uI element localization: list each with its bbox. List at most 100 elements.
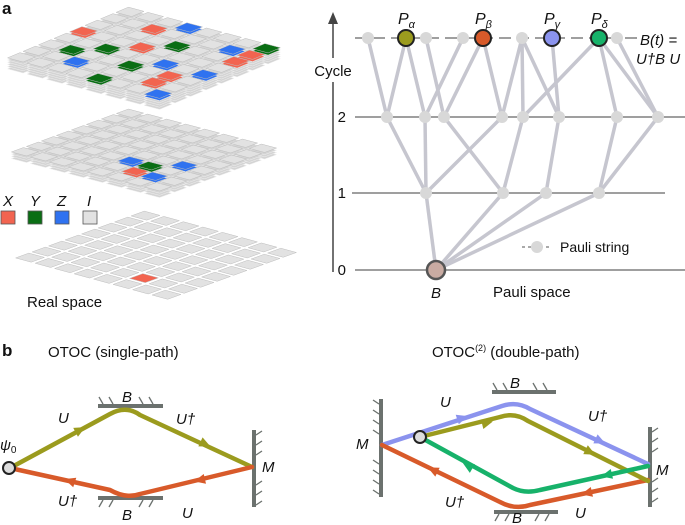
mirror-hatch xyxy=(372,459,380,465)
u-label-bottom: U xyxy=(182,505,193,522)
edge xyxy=(424,192,438,271)
tile xyxy=(142,35,173,46)
tile xyxy=(53,32,83,43)
real-space-layers xyxy=(6,6,298,300)
mirror-hatch xyxy=(494,513,500,522)
mirror-hatch xyxy=(651,447,659,453)
edge xyxy=(442,37,485,118)
tile xyxy=(80,61,111,72)
edge xyxy=(597,36,660,119)
tile xyxy=(166,52,196,63)
highlight-label-main: P xyxy=(591,11,602,28)
tile xyxy=(133,222,164,232)
tile xyxy=(181,266,212,277)
tile xyxy=(191,128,221,138)
edge xyxy=(423,116,428,194)
tile xyxy=(100,66,130,77)
highlight-label-main: P xyxy=(544,11,555,28)
tile xyxy=(106,256,137,267)
tile xyxy=(99,13,130,24)
tile xyxy=(232,38,262,48)
tile xyxy=(158,29,188,39)
mirror-hatch xyxy=(255,480,263,486)
tile xyxy=(162,40,192,51)
tile xyxy=(122,250,154,261)
tile xyxy=(63,151,93,161)
tile xyxy=(97,151,127,161)
tile xyxy=(70,125,100,135)
edge xyxy=(423,37,465,118)
mirror-hatch xyxy=(255,450,263,456)
highlight-label-sub: γ xyxy=(555,19,562,31)
tile xyxy=(130,210,161,221)
edge xyxy=(520,37,561,118)
tile xyxy=(250,253,281,264)
legend-i-label: I xyxy=(87,193,91,210)
pauli-string-node xyxy=(457,32,469,44)
pauli-string-node xyxy=(652,111,664,123)
tile xyxy=(115,6,145,17)
bt-label-line1: B(t) = xyxy=(640,32,677,49)
edge xyxy=(521,36,601,119)
tile xyxy=(96,55,126,65)
tile xyxy=(131,150,161,160)
tile xyxy=(146,145,176,155)
edge xyxy=(615,37,660,118)
mirror-hatch xyxy=(651,487,659,493)
tick-label: 0 xyxy=(338,262,346,279)
tile xyxy=(184,277,215,288)
panel-b-label: b xyxy=(2,341,12,360)
tile xyxy=(80,228,112,239)
legend-swatch-x xyxy=(0,210,16,225)
tile xyxy=(47,240,79,251)
tile xyxy=(89,130,119,140)
tile xyxy=(218,154,248,164)
mirror-hatch xyxy=(108,499,114,508)
udag-label: U† xyxy=(176,411,196,428)
axis-label: Cycle xyxy=(314,63,352,80)
tile xyxy=(170,64,200,74)
pauli-space-label: Pauli space xyxy=(493,284,571,301)
pauli-string-node xyxy=(420,32,432,44)
arrow-icon xyxy=(194,474,206,484)
legend-swatch-z xyxy=(54,210,70,225)
tile xyxy=(85,119,115,129)
b-bottom-label: B xyxy=(512,510,522,525)
psi-label: ψ0 xyxy=(0,437,17,456)
m-right-label: M xyxy=(656,462,669,479)
tile xyxy=(150,58,181,69)
tile xyxy=(119,18,149,29)
double-path-title-main: OTOC xyxy=(432,344,475,361)
tile xyxy=(138,124,168,134)
tile xyxy=(194,249,226,259)
tile xyxy=(161,139,191,149)
olive-path xyxy=(417,412,651,484)
tile xyxy=(67,162,97,172)
tile xyxy=(214,254,245,265)
highlight-label-main: P xyxy=(475,11,486,28)
tile xyxy=(108,135,138,145)
u-label: U xyxy=(440,394,451,411)
mirror-hatch xyxy=(651,497,659,503)
highlight-label-main: P xyxy=(398,11,409,28)
top-layer xyxy=(6,6,282,110)
mirror-hatch xyxy=(504,513,510,522)
tile xyxy=(167,283,199,294)
tile xyxy=(70,257,101,268)
tile xyxy=(113,216,145,227)
tile xyxy=(67,246,98,256)
mirror-b-top xyxy=(98,396,163,408)
edge xyxy=(435,191,600,272)
legend-swatch-i xyxy=(82,210,98,225)
tile xyxy=(115,108,145,118)
tile xyxy=(6,52,37,63)
tile xyxy=(210,133,240,143)
tile xyxy=(211,243,242,253)
tile xyxy=(73,268,104,279)
tile xyxy=(266,247,298,258)
tile xyxy=(143,182,173,192)
tile xyxy=(97,222,128,233)
mirror-hatch xyxy=(651,437,659,443)
tile xyxy=(197,260,229,271)
